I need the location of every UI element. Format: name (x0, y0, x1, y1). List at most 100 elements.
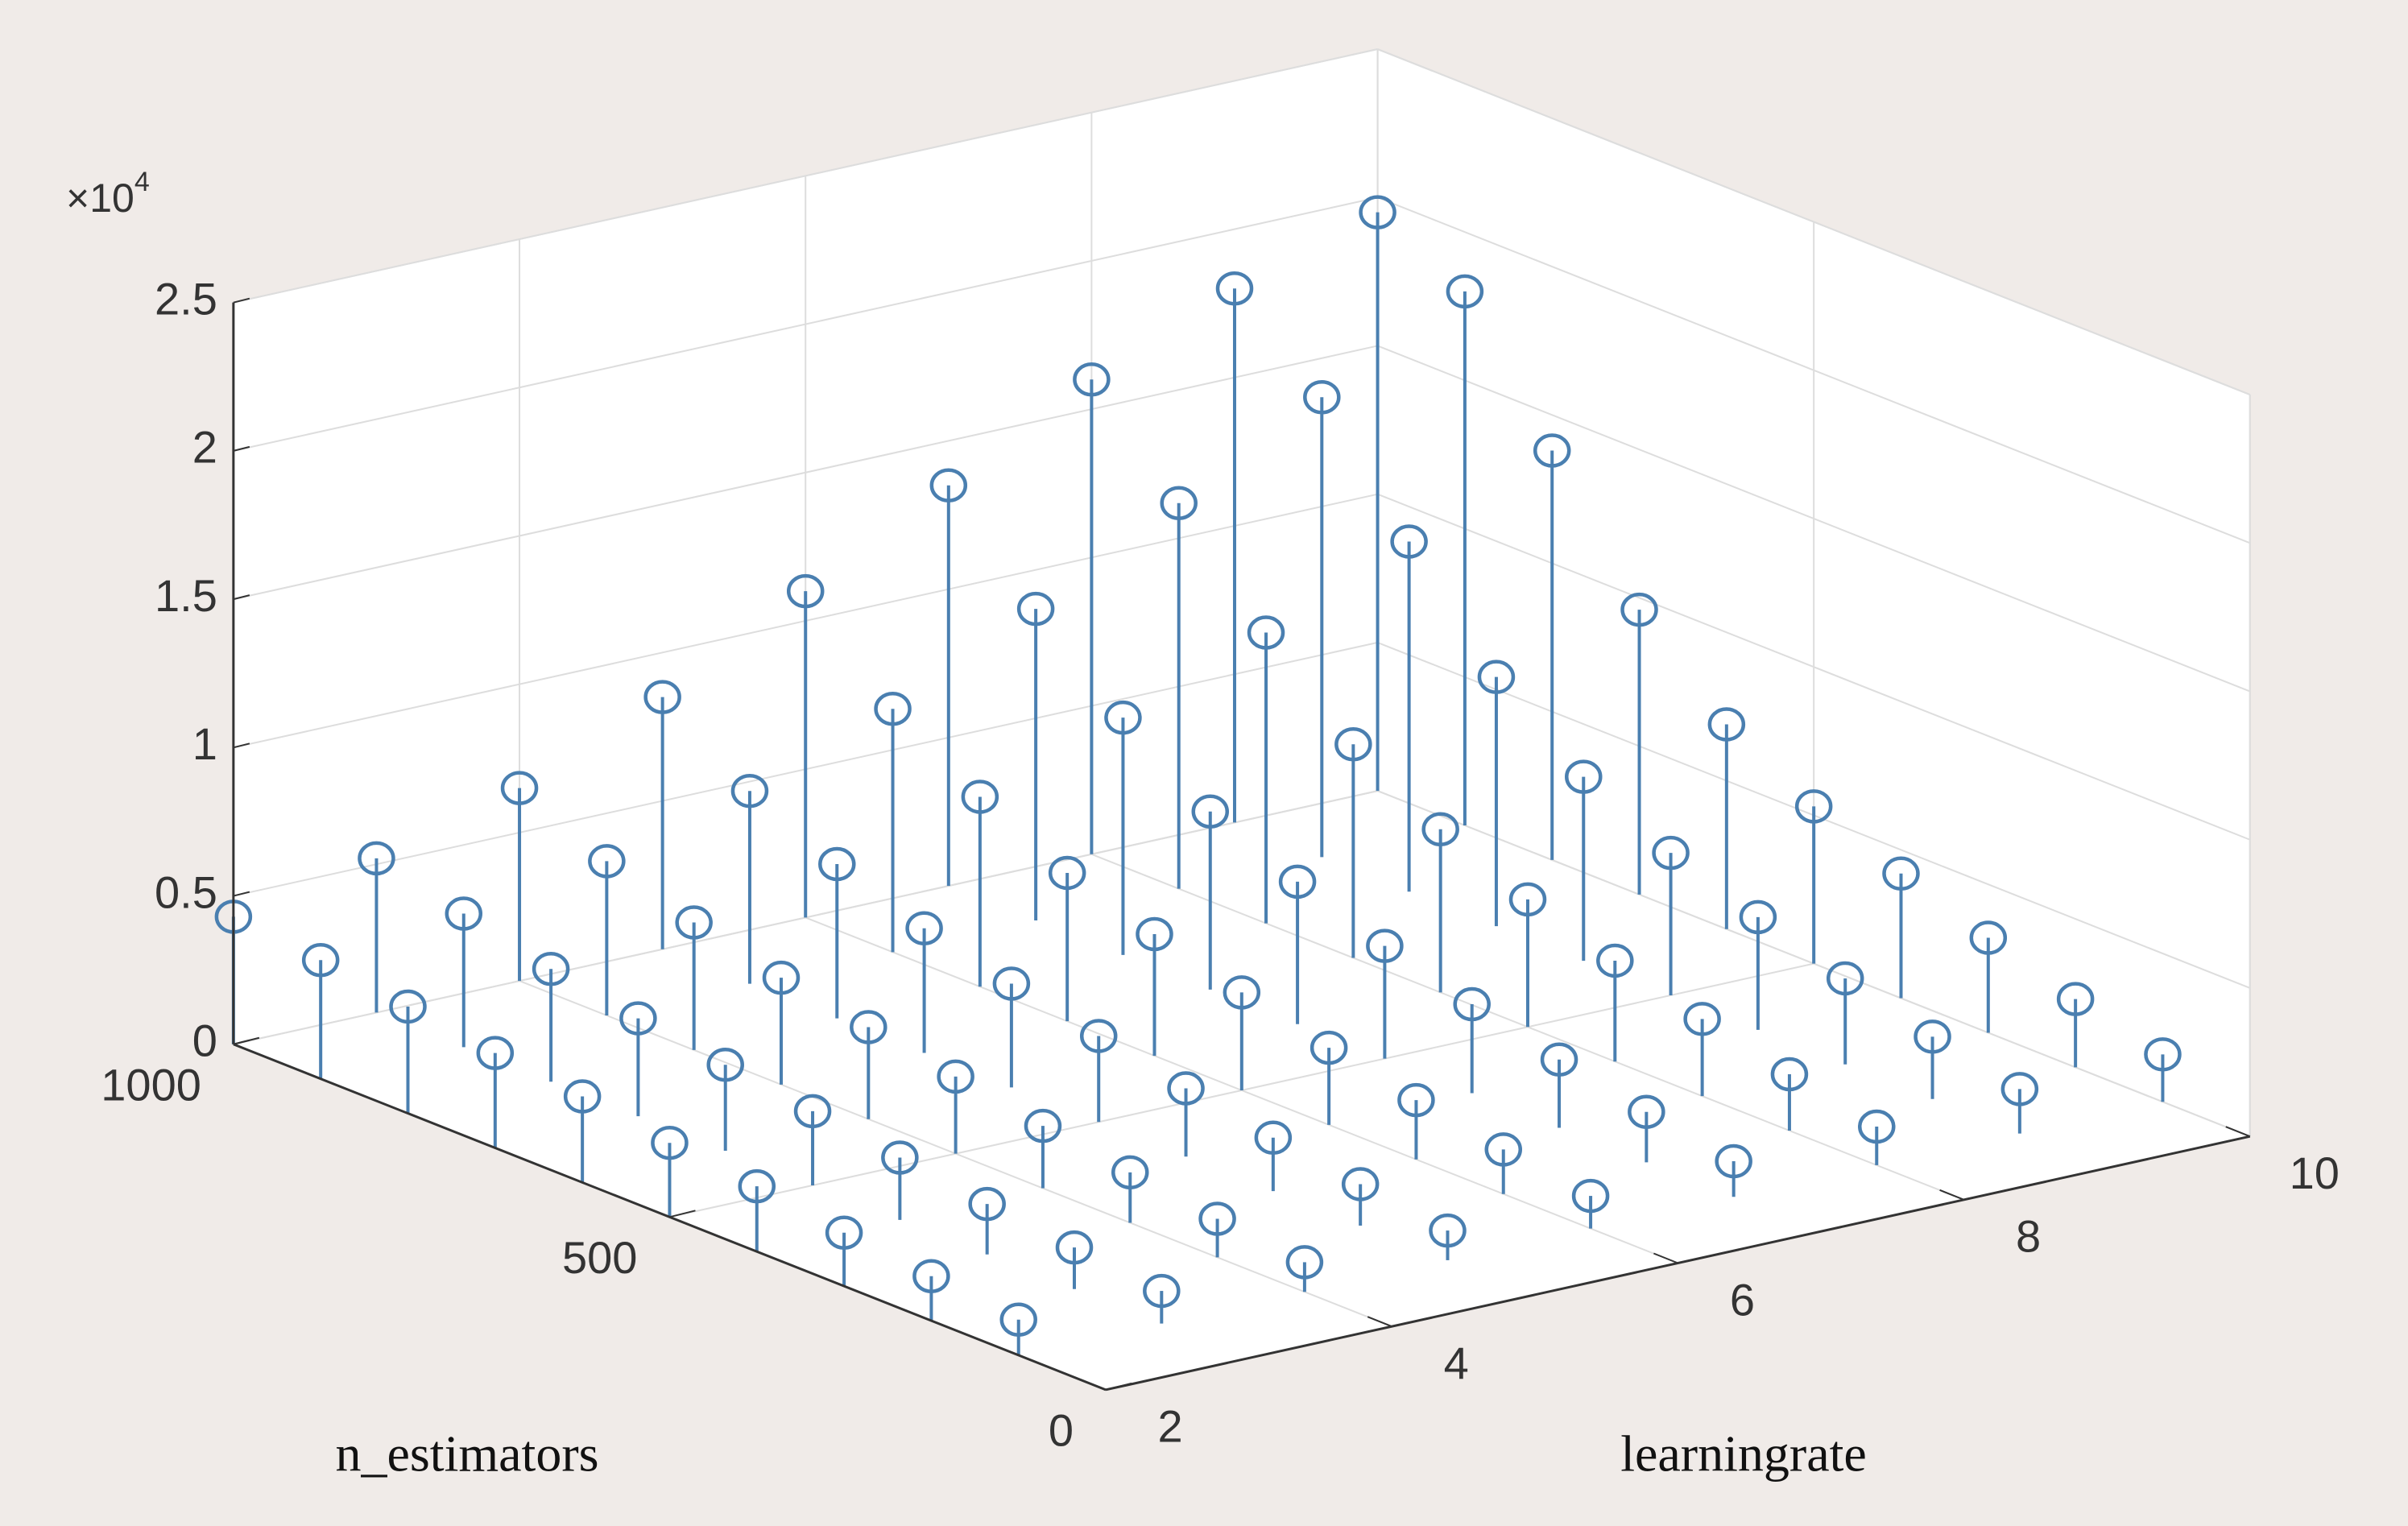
stem-marker (1024, 1108, 1062, 1143)
stem-marker (1104, 700, 1142, 735)
stem (1191, 794, 1230, 990)
stem-marker (1073, 362, 1111, 397)
stem (1715, 1143, 1752, 1197)
stem-marker (786, 573, 825, 609)
stem (1484, 1132, 1523, 1194)
stem (445, 896, 483, 1048)
stem-marker (1429, 1213, 1467, 1248)
y-tick (233, 1036, 260, 1045)
stem (850, 1010, 887, 1119)
y-tick-label: 1000 (101, 1060, 201, 1110)
stem-marker (874, 691, 912, 726)
stem (1565, 759, 1603, 962)
stem-marker (619, 1001, 657, 1036)
z-tick-label: 0.5 (155, 866, 217, 917)
stem (532, 951, 570, 1082)
stem-marker (1341, 1167, 1380, 1201)
stem (1826, 961, 1864, 1065)
stem-marker (1421, 812, 1459, 847)
x-tick-label: 8 (2016, 1211, 2041, 1262)
stem (1794, 789, 1833, 964)
stem-marker (1683, 1002, 1721, 1036)
stem-marker (850, 1010, 887, 1044)
stem-marker (905, 911, 943, 945)
stem-marker (1715, 1143, 1752, 1179)
stem-marker (1055, 1230, 1094, 1265)
stem-marker (738, 1168, 776, 1204)
stem-marker (651, 1125, 689, 1160)
stem (1359, 195, 1396, 792)
stem (1366, 928, 1404, 1059)
stem-marker (793, 1094, 832, 1129)
z-tick-label: 1.5 (155, 570, 217, 621)
stem (1055, 1230, 1094, 1289)
stem (1453, 986, 1491, 1094)
x-axis (1105, 1135, 2251, 1392)
stem (1136, 916, 1173, 1057)
exponent-power: 4 (134, 167, 150, 197)
z-tick (233, 742, 250, 749)
stem (1914, 1019, 1951, 1099)
z-tick (233, 594, 250, 601)
stem-marker (968, 1186, 1006, 1222)
stem (500, 771, 539, 982)
stem-marker (1620, 592, 1658, 627)
stem-marker (1540, 1042, 1578, 1077)
stem (1652, 835, 1690, 995)
stem-marker (1278, 864, 1317, 899)
stem (651, 1125, 689, 1218)
stem (929, 468, 968, 887)
z-tick (233, 891, 250, 897)
stem-marker (301, 943, 340, 978)
stem-marker (818, 846, 856, 882)
stem (1215, 271, 1254, 823)
x-axis-label: learningrate (1620, 1425, 1867, 1483)
x-tick-label: 2 (1157, 1401, 1182, 1452)
stem-marker (1310, 1030, 1348, 1065)
stem-marker (500, 771, 539, 805)
stem (1683, 1002, 1721, 1097)
stem (793, 1094, 832, 1185)
stem (1739, 899, 1777, 1030)
stem (1285, 1245, 1324, 1292)
stem (1254, 1120, 1293, 1192)
stem-marker (2056, 982, 2095, 1016)
stem (1341, 1167, 1380, 1226)
stem-marker (1334, 726, 1372, 762)
stem (1111, 1155, 1149, 1223)
stem (1421, 812, 1459, 993)
stem-marker (675, 905, 713, 940)
stem-marker (1223, 975, 1261, 1010)
stem-marker (1571, 1178, 1610, 1214)
stem-marker (643, 680, 681, 714)
stem-marker (1167, 1071, 1205, 1106)
stem-marker (1628, 1094, 1665, 1129)
stem (476, 1036, 515, 1148)
stem-marker (1160, 486, 1198, 520)
stem-marker (1794, 789, 1833, 824)
stem-marker (730, 773, 769, 808)
stem (706, 1047, 744, 1152)
stem-marker (1770, 1057, 1809, 1092)
z-tick-label: 1 (192, 718, 217, 769)
stem-marker (1533, 433, 1571, 468)
stem (730, 773, 769, 984)
stem-marker (1191, 794, 1230, 829)
stem (968, 1186, 1006, 1255)
stem-marker (937, 1059, 974, 1094)
stem (619, 1001, 657, 1117)
stem (1770, 1057, 1809, 1131)
stem-marker (1247, 615, 1285, 650)
x-tick-label: 10 (2290, 1148, 2340, 1198)
stem (1334, 726, 1372, 958)
stem (1079, 1019, 1118, 1123)
stem (1223, 975, 1261, 1090)
stem (1620, 592, 1658, 895)
stem-marker (762, 960, 801, 995)
stem-marker (1596, 943, 1634, 978)
stem-marker (1565, 759, 1603, 794)
stem (1882, 856, 1920, 999)
x-tick (1653, 1252, 1678, 1264)
stem-marker (1969, 920, 2008, 955)
